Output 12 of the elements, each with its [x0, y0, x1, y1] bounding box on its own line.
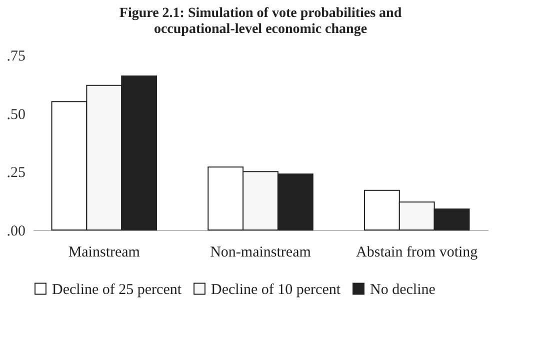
x-tick-label: Non-mainstream	[210, 244, 312, 260]
legend-label: Decline of 10 percent	[211, 282, 342, 298]
y-tick-label: .50	[6, 106, 26, 123]
text: occupational-level economic change	[154, 22, 368, 37]
text: Figure 2.1: Simulation of vote probabilities and	[119, 6, 402, 21]
legend-label: No decline	[370, 282, 436, 298]
x-tick-label: Abstain from voting	[356, 244, 478, 260]
x-tick-label: Mainstream	[68, 244, 140, 260]
y-tick-label: .00	[6, 224, 26, 240]
y-tick-label: .75	[6, 48, 26, 64]
legend-label: Decline of 25 percent	[52, 282, 182, 298]
y-tick-label: .25	[6, 165, 26, 182]
